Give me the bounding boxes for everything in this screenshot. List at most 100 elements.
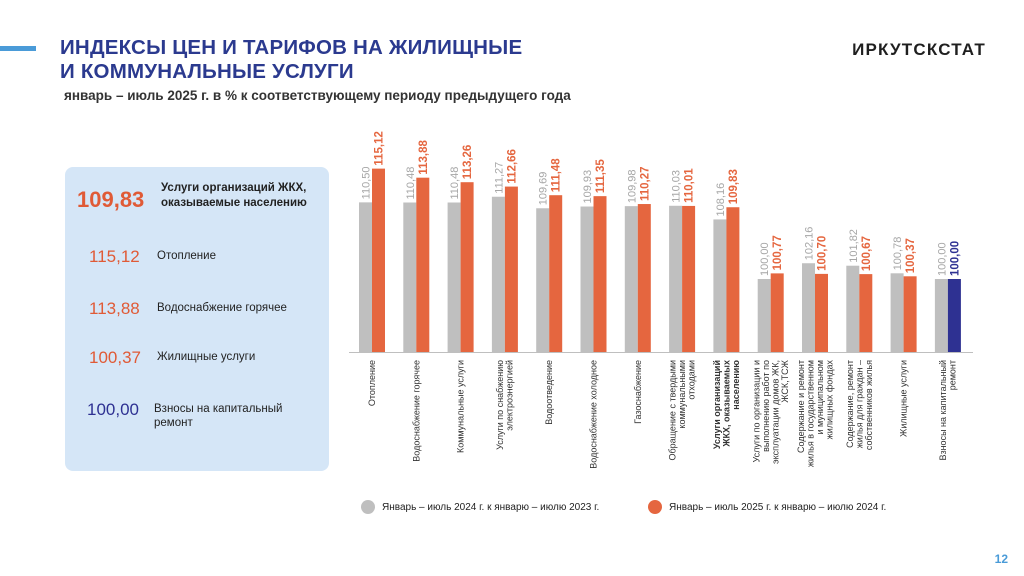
bar-2025-2 <box>460 182 474 352</box>
category-label-9-line-0: Услуги по организации и <box>751 360 761 463</box>
bar-2024-1 <box>403 202 417 352</box>
bar-2024-3 <box>491 196 505 352</box>
summary-value-heating: 115,12 <box>89 247 140 266</box>
bar-2024-13 <box>934 279 948 352</box>
category-label-1: Водоснабжение горячее <box>411 360 421 462</box>
data-label-2024-3: 111,27 <box>493 162 505 194</box>
bar-2025-3 <box>504 186 518 352</box>
bar-2025-0 <box>372 168 385 352</box>
summary-label-housing: Жилищные услуги <box>157 351 256 363</box>
data-label-2025-1: 113,88 <box>418 140 430 175</box>
data-label-2025-13: 100,00 <box>949 241 961 276</box>
category-label-7-line-2: отходами <box>687 360 697 400</box>
category-label-8-line-2: населению <box>731 360 741 410</box>
category-label-12-line-0: Жилищные услуги <box>899 360 909 437</box>
title-line-1: ИНДЕКСЫ ЦЕН И ТАРИФОВ НА ЖИЛИЩНЫЕ <box>60 36 523 59</box>
category-label-8-line-1: ЖКХ, оказываемых <box>721 360 731 448</box>
bar-2024-0 <box>359 202 372 352</box>
category-label-2: Коммунальные услуги <box>456 360 466 453</box>
data-label-2024-10: 102,16 <box>804 227 816 261</box>
bar-2024-2 <box>447 202 461 352</box>
category-label-12: Жилищные услуги <box>899 360 909 437</box>
bar-2025-13 <box>947 279 961 352</box>
data-label-2024-0: 110,50 <box>361 167 373 200</box>
title-line-2: И КОММУНАЛЬНЫЕ УСЛУГИ <box>60 60 354 83</box>
data-label-2025-7: 110,01 <box>684 168 696 203</box>
bar-2025-12 <box>903 276 917 352</box>
data-label-2025-3: 112,66 <box>506 149 518 184</box>
bar-2025-4 <box>549 195 563 352</box>
category-label-10-line-3: жилищных фондах <box>824 360 834 440</box>
bar-2025-11 <box>859 274 873 352</box>
category-label-8-line-0: Услуги организаций <box>712 360 722 449</box>
bar-2024-9 <box>757 279 771 352</box>
category-label-6-line-0: Газоснабжение <box>633 360 643 424</box>
category-label-9-line-2: эксплуатации домов ЖК, <box>770 360 780 464</box>
page-number: 12 <box>994 552 1008 566</box>
data-label-2025-0: 115,12 <box>374 131 386 166</box>
data-label-2024-11: 101,82 <box>848 229 860 263</box>
bar-2025-5 <box>593 196 607 352</box>
category-label-7-line-0: Обращение с твердыми <box>668 360 678 461</box>
data-label-2025-5: 111,35 <box>595 159 607 194</box>
bar-2024-6 <box>624 206 638 352</box>
summary-value-hot-water: 113,88 <box>89 299 140 318</box>
data-label-2025-8: 109,83 <box>728 169 740 204</box>
bar-2025-8 <box>726 207 740 352</box>
bar-2025-9 <box>770 273 784 352</box>
data-label-2024-5: 109,93 <box>582 170 594 204</box>
summary-value-housing: 100,37 <box>89 348 141 367</box>
summary-panel: 109,83 Услуги организаций ЖКХ, оказываем… <box>65 167 329 471</box>
category-label-1-line-0: Водоснабжение горячее <box>411 360 421 462</box>
category-label-2-line-0: Коммунальные услуги <box>456 360 466 453</box>
data-label-2024-9: 100,00 <box>759 242 771 276</box>
page-title: ИНДЕКСЫ ЦЕН И ТАРИФОВ НА ЖИЛИЩНЫЕ И КОММ… <box>60 36 522 84</box>
bar-chart: 110,50115,12Отопление110,48113,88Водосна… <box>349 131 973 469</box>
bar-2025-10 <box>815 273 828 352</box>
bar-2024-10 <box>802 263 815 352</box>
data-label-2025-4: 111,48 <box>551 158 563 193</box>
summary-value-capital-repair: 100,00 <box>87 400 139 419</box>
data-label-2025-6: 110,27 <box>639 166 651 201</box>
category-label-11: Содержание, ремонтжилья для граждан –соб… <box>845 360 874 450</box>
summary-main-label: Услуги организаций ЖКХ, оказываемые насе… <box>161 182 307 209</box>
category-label-11-line-0: Содержание, ремонт <box>845 360 855 448</box>
data-label-2025-11: 100,67 <box>861 236 873 271</box>
category-label-4: Водоотведение <box>544 360 554 425</box>
legend-item-2024: Январь – июль 2024 г. к январю – июлю 20… <box>361 500 599 514</box>
legend-item-2025: Январь – июль 2025 г. к январю – июлю 20… <box>648 500 886 514</box>
data-label-2025-12: 100,37 <box>905 238 917 273</box>
data-label-2024-7: 110,03 <box>671 170 683 203</box>
summary-main-value: 109,83 <box>77 187 145 212</box>
data-label-2024-1: 110,48 <box>405 167 417 200</box>
data-label-2024-8: 108,16 <box>715 183 727 217</box>
category-label-4-line-0: Водоотведение <box>544 360 554 425</box>
legend-marker-2025 <box>648 500 662 514</box>
category-label-13-line-1: ремонт <box>948 360 958 390</box>
category-label-10-line-1: жилья в государственном <box>805 360 815 467</box>
bar-2025-6 <box>637 204 651 352</box>
data-label-2024-13: 100,00 <box>936 242 948 276</box>
bar-2024-5 <box>580 206 594 352</box>
summary-label-hot-water: Водоснабжение горячее <box>157 302 287 314</box>
accent-bar <box>0 46 36 51</box>
category-label-0-line-0: Отопление <box>367 360 377 406</box>
category-label-5-line-0: Водоснабжение холодное <box>589 360 599 469</box>
page-subtitle: январь – июль 2025 г. в % к соответствую… <box>64 88 571 103</box>
category-label-7-line-1: коммунальными <box>677 360 687 429</box>
legend-label-2024: Январь – июль 2024 г. к январю – июлю 20… <box>382 501 600 513</box>
category-label-9: Услуги по организации ивыполнению работ … <box>751 359 790 464</box>
category-label-10: Содержание и ремонтжилья в государственн… <box>796 360 835 468</box>
category-label-5: Водоснабжение холодное <box>589 360 599 469</box>
category-label-13: Взносы на капитальныйремонт <box>938 360 958 461</box>
data-label-2024-4: 109,69 <box>538 172 550 206</box>
category-label-10-line-0: Содержание и ремонт <box>796 360 806 453</box>
category-label-9-line-3: ЖСК,ТСЖ <box>780 359 790 402</box>
legend-label-2025: Январь – июль 2025 г. к январю – июлю 20… <box>669 501 887 513</box>
category-label-10-line-2: и муниципальном <box>815 360 825 434</box>
category-label-8: Услуги организацийЖКХ, оказываемыхнаселе… <box>712 360 741 449</box>
data-label-2025-2: 113,26 <box>462 145 474 180</box>
data-label-2024-2: 110,48 <box>449 167 461 200</box>
legend-marker-2024 <box>361 500 375 514</box>
category-label-3-line-0: Услуги по снабжению <box>495 360 505 450</box>
